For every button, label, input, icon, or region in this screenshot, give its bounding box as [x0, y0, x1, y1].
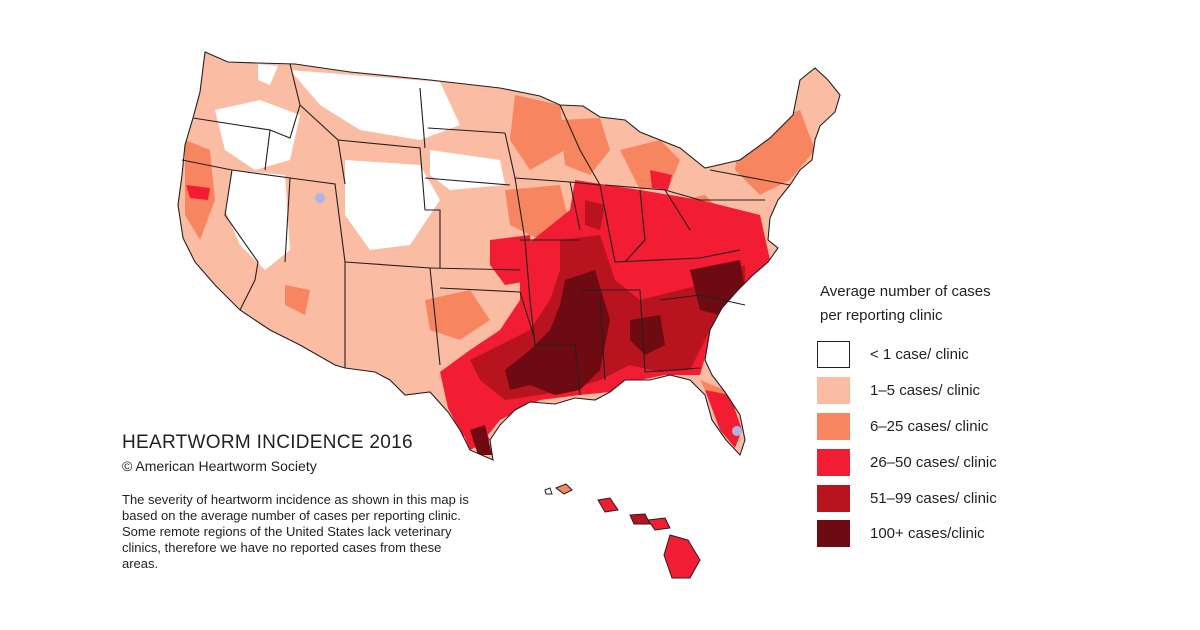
legend-item: 6–25 cases/ clinic [817, 413, 1117, 443]
copyright-notice: © American Heartworm Society [122, 458, 317, 474]
no-data-spot [315, 193, 325, 203]
legend-label: < 1 case/ clinic [870, 346, 969, 363]
legend-item: < 1 case/ clinic [817, 341, 1117, 371]
legend-label: 6–25 cases/ clinic [870, 418, 989, 435]
legend-item: 100+ cases/clinic [817, 520, 1117, 550]
legend-swatch [817, 341, 850, 368]
legend-swatch [817, 449, 850, 476]
legend-label: 51–99 cases/ clinic [870, 490, 997, 507]
legend-item: 26–50 cases/ clinic [817, 449, 1117, 479]
map-title: HEARTWORM INCIDENCE 2016 [122, 432, 413, 453]
map-description: The severity of heartworm incidence as s… [122, 492, 469, 571]
legend-label: 100+ cases/clinic [870, 525, 985, 542]
legend-title: Average number of cases per reporting cl… [820, 280, 1040, 328]
legend-swatch [817, 413, 850, 440]
legend-label: 1–5 cases/ clinic [870, 382, 981, 399]
legend-swatch [817, 520, 850, 547]
legend-item: 51–99 cases/ clinic [817, 485, 1117, 515]
legend-swatch [817, 377, 850, 404]
legend-label: 26–50 cases/ clinic [870, 454, 997, 471]
state-borders [177, 51, 841, 461]
legend-title-line-1: Average number of cases [820, 283, 991, 300]
legend-item: 1–5 cases/ clinic [817, 377, 1117, 407]
incidence-zone-100-plus [470, 260, 745, 455]
legend-swatch [817, 485, 850, 512]
hawaii-islands [544, 483, 701, 579]
no-data-spot [732, 426, 742, 436]
legend-title-line-2: per reporting clinic [820, 307, 943, 324]
